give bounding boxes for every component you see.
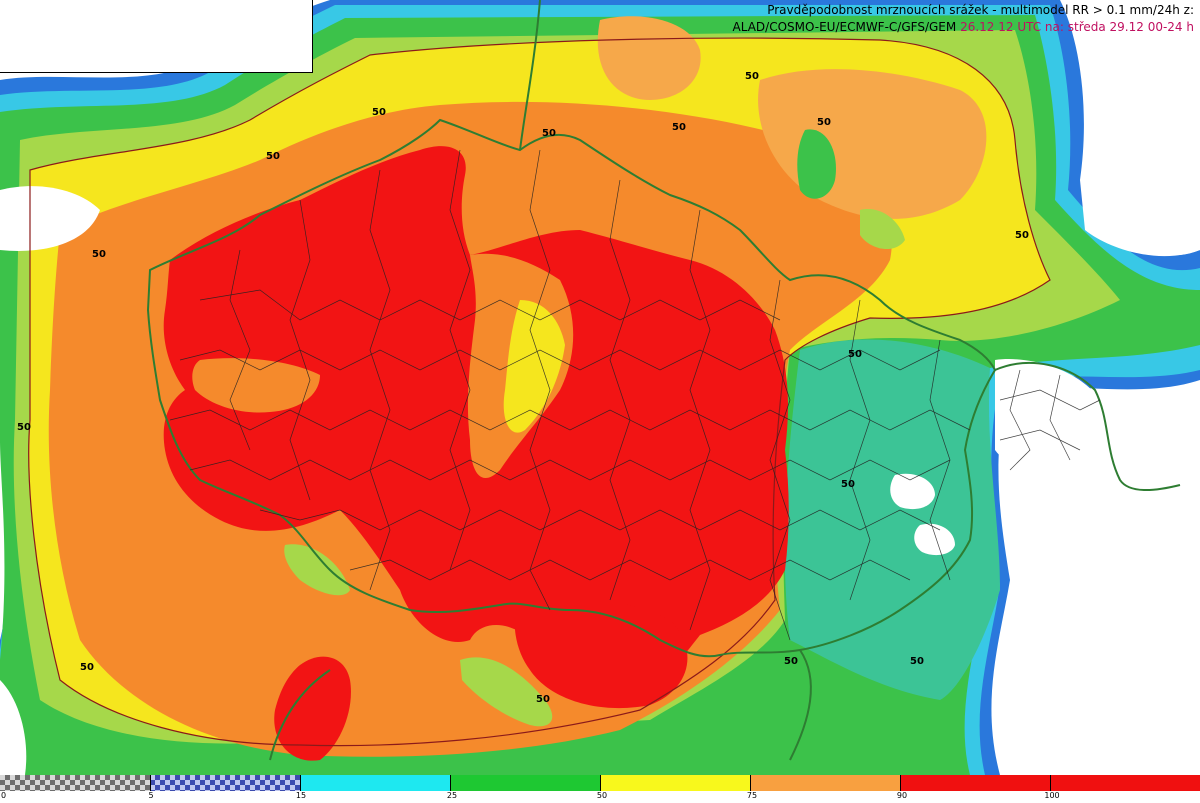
contour-label: 50 (92, 249, 106, 260)
colorbar-divider (450, 775, 451, 791)
no-precip-area-west (0, 186, 100, 251)
colorbar-divider (1050, 775, 1051, 791)
contour-label-extra: 50 (910, 656, 924, 667)
legend-box (0, 0, 313, 73)
contour-label: 50 (17, 422, 31, 433)
contour-label: 50 (745, 71, 759, 82)
contour-label: 50 (784, 656, 798, 667)
colorbar-divider (600, 775, 601, 791)
contour-labels: 50 50 50 50 50 50 50 50 50 50 50 50 50 5… (17, 71, 1029, 705)
contour-label: 50 (817, 117, 831, 128)
colorbar-divider (150, 775, 151, 791)
contour-label: 50 (848, 349, 862, 360)
green-island-northeast (860, 209, 905, 250)
contour-label: 50 (80, 662, 94, 673)
contour-label: 50 (841, 479, 855, 490)
teal-probability-area (784, 339, 1000, 700)
colorbar-tick: 25 (446, 791, 458, 800)
contour-50 (28, 37, 1051, 747)
colorbar-tick: 75 (746, 791, 758, 800)
country-border-southwest (269, 669, 331, 761)
orange-blob-north (597, 16, 701, 100)
colorbar-divider (300, 775, 301, 791)
colorbar-segment (750, 775, 901, 791)
colorbar-tick: 100 (1044, 791, 1060, 800)
colorbar-segment (1050, 775, 1200, 791)
no-precip-area-southeast (1004, 580, 1200, 775)
green-island-south (460, 657, 553, 727)
orange-inlay-west (192, 358, 320, 413)
contour-label: 50 (266, 151, 280, 162)
contour-label: 50 (542, 128, 556, 139)
red-blob-southwest (274, 656, 351, 761)
forecast-run: 26.12 12 UTC na: středa 29.12 00-24 h (960, 20, 1194, 34)
colorbar-segment (900, 775, 1051, 791)
colorbar-segment (600, 775, 751, 791)
contour-label: 50 (372, 107, 386, 118)
probability-map: 50 50 50 50 50 50 50 50 50 50 50 50 50 5… (0, 0, 1200, 775)
map-title: Pravděpodobnost mrznoucích srážek - mult… (767, 3, 1194, 17)
yellow-inlay-central (503, 300, 565, 433)
country-border-north (519, 0, 541, 151)
colorbar-tick: 0 (1, 791, 7, 800)
colorbar-segment (0, 775, 151, 791)
green-island-east (797, 129, 836, 199)
red-lobe-south (514, 596, 688, 709)
no-precip-hole-2 (914, 523, 955, 556)
no-precip-area-slovakia (995, 359, 1104, 477)
model-list: ALAD/COSMO-EU/ECMWF-C/GFS/GEM (732, 20, 957, 34)
colorbar-divider (750, 775, 751, 791)
no-precip-hole-1 (890, 473, 935, 510)
contour-label: 50 (536, 694, 550, 705)
colorbar-tick: 5 (148, 791, 154, 800)
colorbar-ticks: 0 5 15 25 50 75 90 100 (0, 791, 1200, 803)
colorbar (0, 775, 1200, 791)
map-subtitle: ALAD/COSMO-EU/ECMWF-C/GFS/GEM 26.12 12 U… (733, 20, 1194, 34)
green-island-southwest (284, 544, 350, 596)
district-boundaries (169, 149, 1101, 641)
country-border-south (789, 649, 812, 761)
contour-label: 50 (1015, 230, 1029, 241)
contour-label: 50 (672, 122, 686, 133)
no-precip-area-northeast (1080, 175, 1200, 257)
colorbar-tick: 90 (896, 791, 908, 800)
colorbar-tick: 50 (596, 791, 608, 800)
no-precip-area-southwest (0, 680, 27, 775)
colorbar-segment (450, 775, 601, 791)
colorbar-divider (900, 775, 901, 791)
country-border-east (994, 362, 1181, 491)
colorbar-segment (150, 775, 301, 791)
colorbar-tick: 15 (295, 791, 307, 800)
colorbar-segment (300, 775, 451, 791)
